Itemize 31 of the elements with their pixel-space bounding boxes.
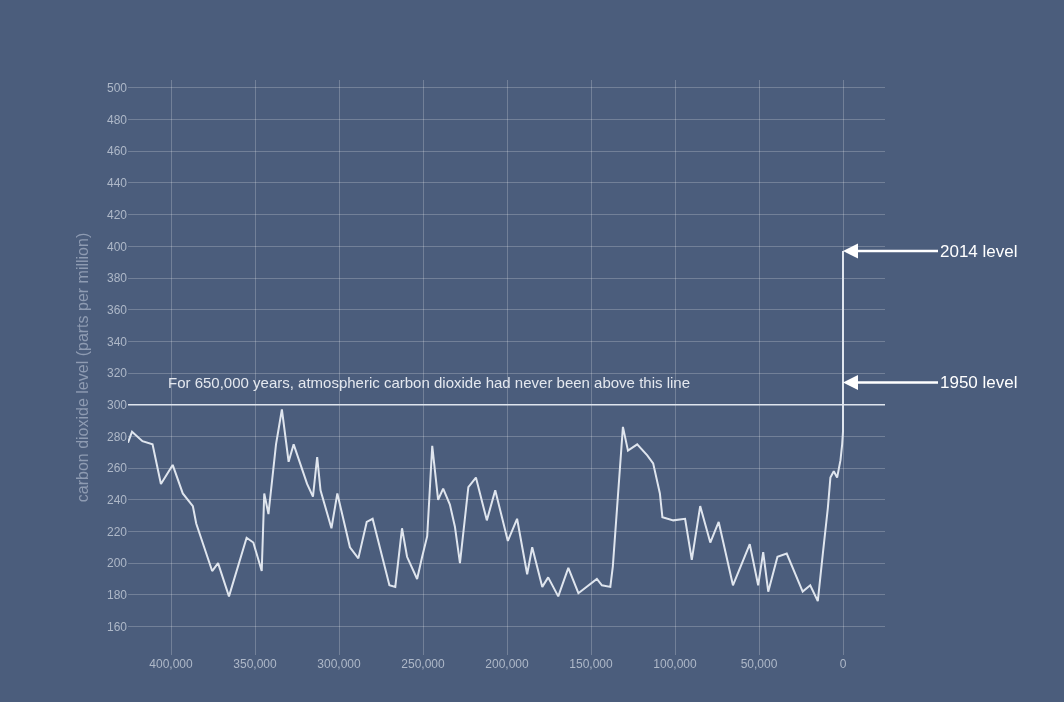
annotation: 2014 level [940, 242, 1018, 261]
x-tick-label: 200,000 [485, 657, 530, 671]
y-axis-title: carbon dioxide level (parts per million) [73, 232, 91, 503]
y-tick-label: 180 [106, 588, 128, 603]
annotation: 1950 level [940, 373, 1018, 392]
y-tick-label: 380 [106, 271, 128, 286]
x-tick-label: 300,000 [317, 657, 362, 671]
y-tick-label: 160 [106, 619, 128, 634]
y-tick-label: 260 [106, 461, 128, 476]
y-tick-label: 480 [106, 112, 128, 127]
y-tick-label: 440 [106, 176, 128, 191]
y-tick-label: 360 [106, 302, 128, 317]
y-tick-label: 220 [106, 524, 128, 539]
y-tick-label: 340 [106, 334, 128, 349]
x-tick-label: 150,000 [569, 657, 614, 671]
x-tick-label: 50,000 [740, 657, 778, 671]
x-tick-label: 100,000 [653, 657, 698, 671]
y-tick-label: 300 [106, 397, 128, 412]
y-tick-label: 460 [106, 144, 128, 159]
x-tick-label: 250,000 [401, 657, 446, 671]
x-tick-label: 350,000 [233, 657, 278, 671]
y-tick-label: 320 [106, 366, 128, 381]
y-tick-label: 420 [106, 207, 128, 222]
y-tick-label: 500 [106, 81, 128, 96]
y-tick-label: 200 [106, 556, 128, 571]
x-tick-label: 400,000 [149, 657, 194, 671]
ref-line-label: For 650,000 years, atmospheric carbon dioxide had never been above this line [168, 374, 690, 391]
y-tick-label: 240 [106, 492, 128, 507]
y-tick-label: 400 [106, 239, 128, 254]
x-tick-label: 0 [839, 657, 847, 671]
y-tick-label: 280 [106, 429, 128, 444]
